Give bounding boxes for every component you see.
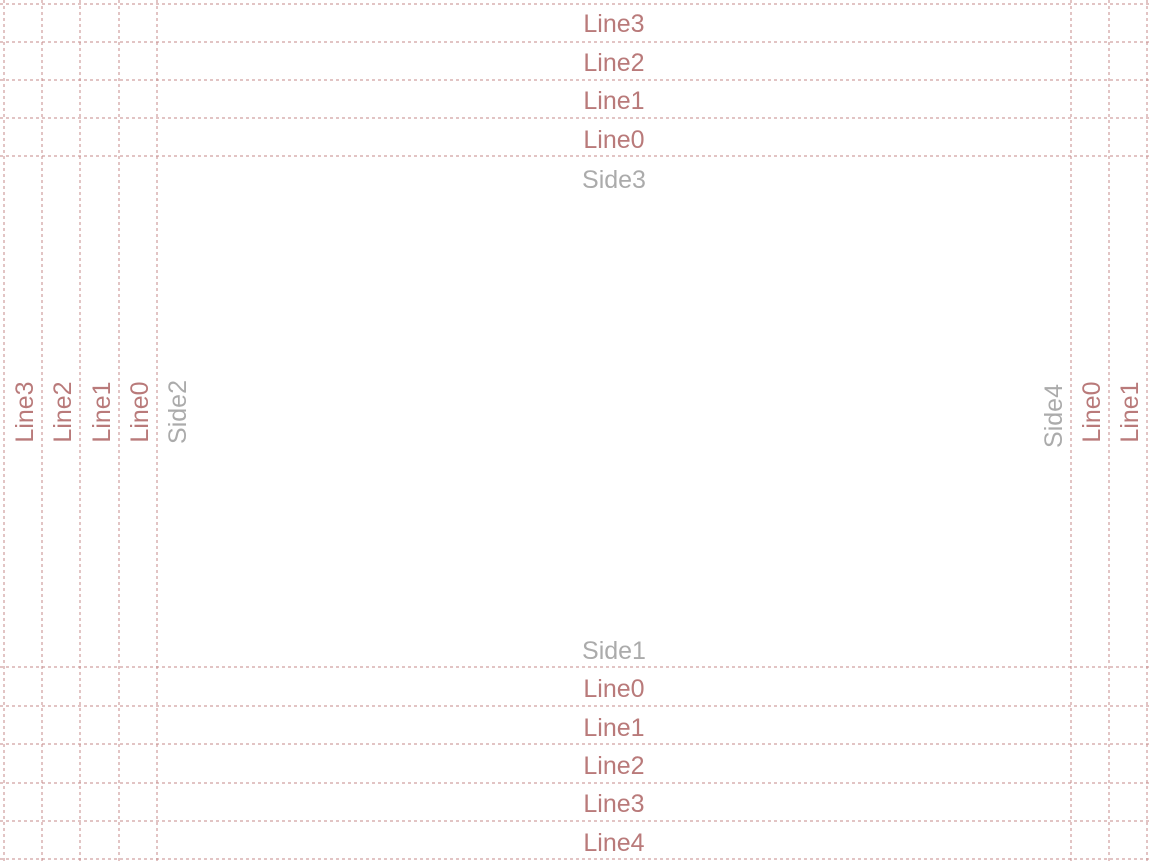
top-line1-label: Line1 (583, 87, 644, 115)
bottom-line3-label: Line3 (583, 790, 644, 818)
top-line0-label: Line0 (583, 126, 644, 154)
left-line3-label: Line3 (11, 381, 39, 442)
left-side-label: Side2 (164, 380, 192, 444)
bottom-line4-label: Line4 (583, 829, 644, 857)
top-labels: Line3 Line2 Line1 Line0 Side3 (582, 10, 646, 194)
left-line2-label: Line2 (49, 381, 77, 442)
right-side-label: Side4 (1040, 384, 1068, 448)
bottom-side-label: Side1 (582, 637, 646, 665)
left-labels: Line3 Line2 Line1 Line0 Side2 (11, 380, 192, 444)
right-line1-label: Line1 (1116, 381, 1144, 442)
top-line3-label: Line3 (583, 10, 644, 38)
bottom-line0-label: Line0 (583, 675, 644, 703)
top-side-label: Side3 (582, 166, 646, 194)
left-line0-label: Line0 (126, 381, 154, 442)
bottom-labels: Side1 Line0 Line1 Line2 Line3 Line4 (582, 637, 646, 857)
top-line2-label: Line2 (583, 49, 644, 77)
left-line1-label: Line1 (88, 381, 116, 442)
bottom-line1-label: Line1 (583, 714, 644, 742)
right-labels: Side4 Line0 Line1 (1040, 381, 1144, 448)
right-line0-label: Line0 (1078, 381, 1106, 442)
bottom-line2-label: Line2 (583, 752, 644, 780)
